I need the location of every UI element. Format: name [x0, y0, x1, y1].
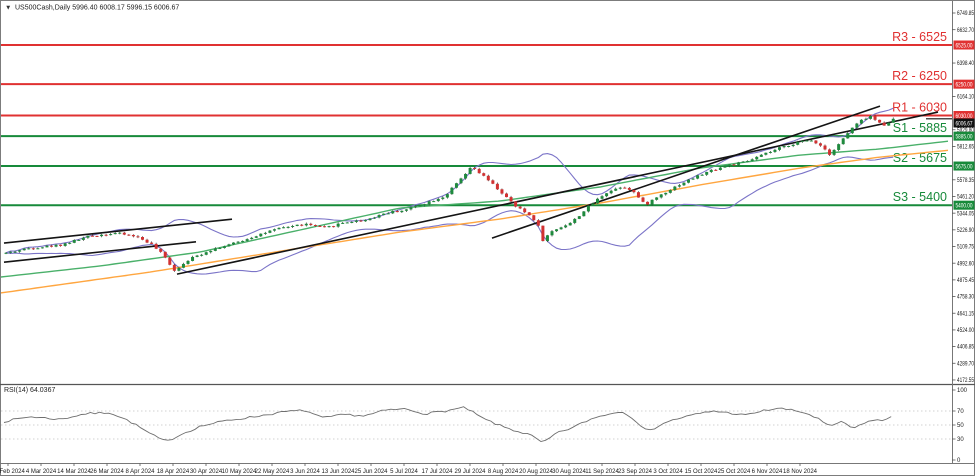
date-label: 8 Aug 2024	[488, 469, 519, 475]
date-label: 5 Jul 2024	[390, 469, 418, 475]
svg-text:5675.00: 5675.00	[956, 163, 973, 170]
ma-fast-line	[1, 140, 949, 278]
candles-layer	[4, 115, 895, 272]
axis-box-r3	[953, 40, 975, 50]
price-tick-label: 5812.65	[957, 145, 975, 151]
svg-text:5885.00: 5885.00	[956, 133, 973, 140]
chart-title: US500Cash,Daily 5996.40 6008.17 5996.15 …	[15, 5, 179, 12]
rsi-grid	[1, 410, 952, 440]
axis-box-s1	[953, 131, 975, 141]
price-tick-label: 6164.10	[957, 94, 975, 100]
date-label: 3 Jun 2024	[290, 469, 320, 475]
chart-menu-caret-icon[interactable]: ▼	[5, 5, 11, 12]
ma-slow-line	[1, 149, 949, 294]
level-label-r1: R1 - 6030	[892, 100, 947, 114]
level-label-s1: S1 - 5885	[893, 121, 947, 135]
price-tick-label: 4641.15	[957, 311, 975, 317]
trendline-channel-upper[interactable]	[3, 218, 233, 244]
rsi-axis[interactable]: 100 70 50 30 0	[952, 388, 968, 464]
price-tick-label: 5344.05	[957, 211, 975, 217]
rsi-tick-label: 30	[957, 437, 964, 443]
level-label-r3: R3 - 6525	[892, 30, 947, 44]
date-label: 14 Mar 2024	[57, 469, 91, 475]
trendline-steep-uptrend[interactable]	[491, 105, 881, 239]
date-label: 25 Jun 2024	[354, 469, 388, 475]
svg-text:6006.67: 6006.67	[956, 120, 973, 127]
axis-box-r1	[953, 110, 975, 120]
upper-band-line	[5, 107, 894, 254]
svg-text:6030.00: 6030.00	[956, 113, 973, 120]
date-label: 3 Oct 2024	[653, 469, 683, 475]
svg-text:6250.00: 6250.00	[956, 81, 973, 88]
date-label: 30 Apr 2024	[190, 469, 223, 475]
date-label: 23 Sep 2024	[618, 469, 653, 475]
trendline-channel-lower[interactable]	[3, 240, 197, 263]
price-tick-label: 5109.75	[957, 245, 975, 251]
date-label: 15 Oct 2024	[685, 469, 718, 475]
price-tick-label: 5578.35	[957, 178, 975, 184]
price-tick-label: 4992.60	[957, 261, 975, 267]
price-tick-label: 6749.85	[957, 11, 975, 17]
date-label: 17 Jul 2024	[421, 469, 453, 475]
price-tick-label: 6398.40	[957, 61, 975, 67]
lower-band-line	[5, 156, 894, 275]
date-label: 6 Nov 2024	[752, 469, 783, 475]
date-label: 4 Mar 2024	[26, 469, 57, 475]
date-label: 13 Jun 2024	[321, 469, 355, 475]
price-tick-label: 4875.45	[957, 278, 975, 284]
price-tick-label: 4289.70	[957, 361, 975, 367]
date-label: 18 Apr 2024	[157, 469, 190, 475]
date-label: 29 Jul 2024	[454, 469, 486, 475]
price-tick-label: 5226.90	[957, 228, 975, 234]
date-label: 26 Mar 2024	[90, 469, 124, 475]
rsi-tick-label: 100	[957, 388, 968, 394]
axis-box-r2	[953, 79, 975, 89]
svg-text:5400.00: 5400.00	[956, 202, 973, 209]
price-tick-label: 4406.85	[957, 345, 975, 351]
axis-box-s2	[953, 161, 975, 171]
date-label: 21 Feb 2024	[0, 469, 26, 475]
svg-text:6525.00: 6525.00	[956, 42, 973, 49]
price-tick-label: 6632.70	[957, 28, 975, 34]
rsi-line	[3, 406, 892, 442]
price-axis[interactable]: 6749.85 6632.70 6398.40 6164.10 5929.80 5812.…	[952, 11, 975, 384]
price-tick-label: 5461.20	[957, 195, 975, 201]
axis-box-current-price	[953, 118, 975, 128]
level-label-s3: S3 - 5400	[893, 190, 947, 204]
date-label: 30 Aug 2024	[552, 469, 586, 475]
date-label: 10 May 2024	[222, 469, 257, 475]
rsi-indicator-label: RSI(14) 64.0367	[4, 387, 55, 394]
date-label: 20 Aug 2024	[519, 469, 553, 475]
date-label: 25 Oct 2024	[718, 469, 751, 475]
rsi-tick-label: 0	[957, 458, 961, 464]
date-label: 22 May 2024	[255, 469, 290, 475]
date-label: 18 Nov 2024	[783, 469, 818, 475]
level-label-r2: R2 - 6250	[892, 69, 947, 83]
price-tick-label: 5929.80	[957, 128, 975, 134]
rsi-tick-label: 50	[957, 423, 964, 429]
date-label: 8 Apr 2024	[125, 469, 155, 475]
price-tick-label: 4758.30	[957, 295, 975, 301]
trendline-major-uptrend[interactable]	[176, 111, 939, 275]
price-tick-label: 4524.00	[957, 328, 975, 334]
axis-box-s3	[953, 200, 975, 210]
date-label: 11 Sep 2024	[585, 469, 619, 475]
price-tick-label: 4172.55	[957, 378, 975, 384]
rsi-tick-label: 70	[957, 409, 964, 415]
